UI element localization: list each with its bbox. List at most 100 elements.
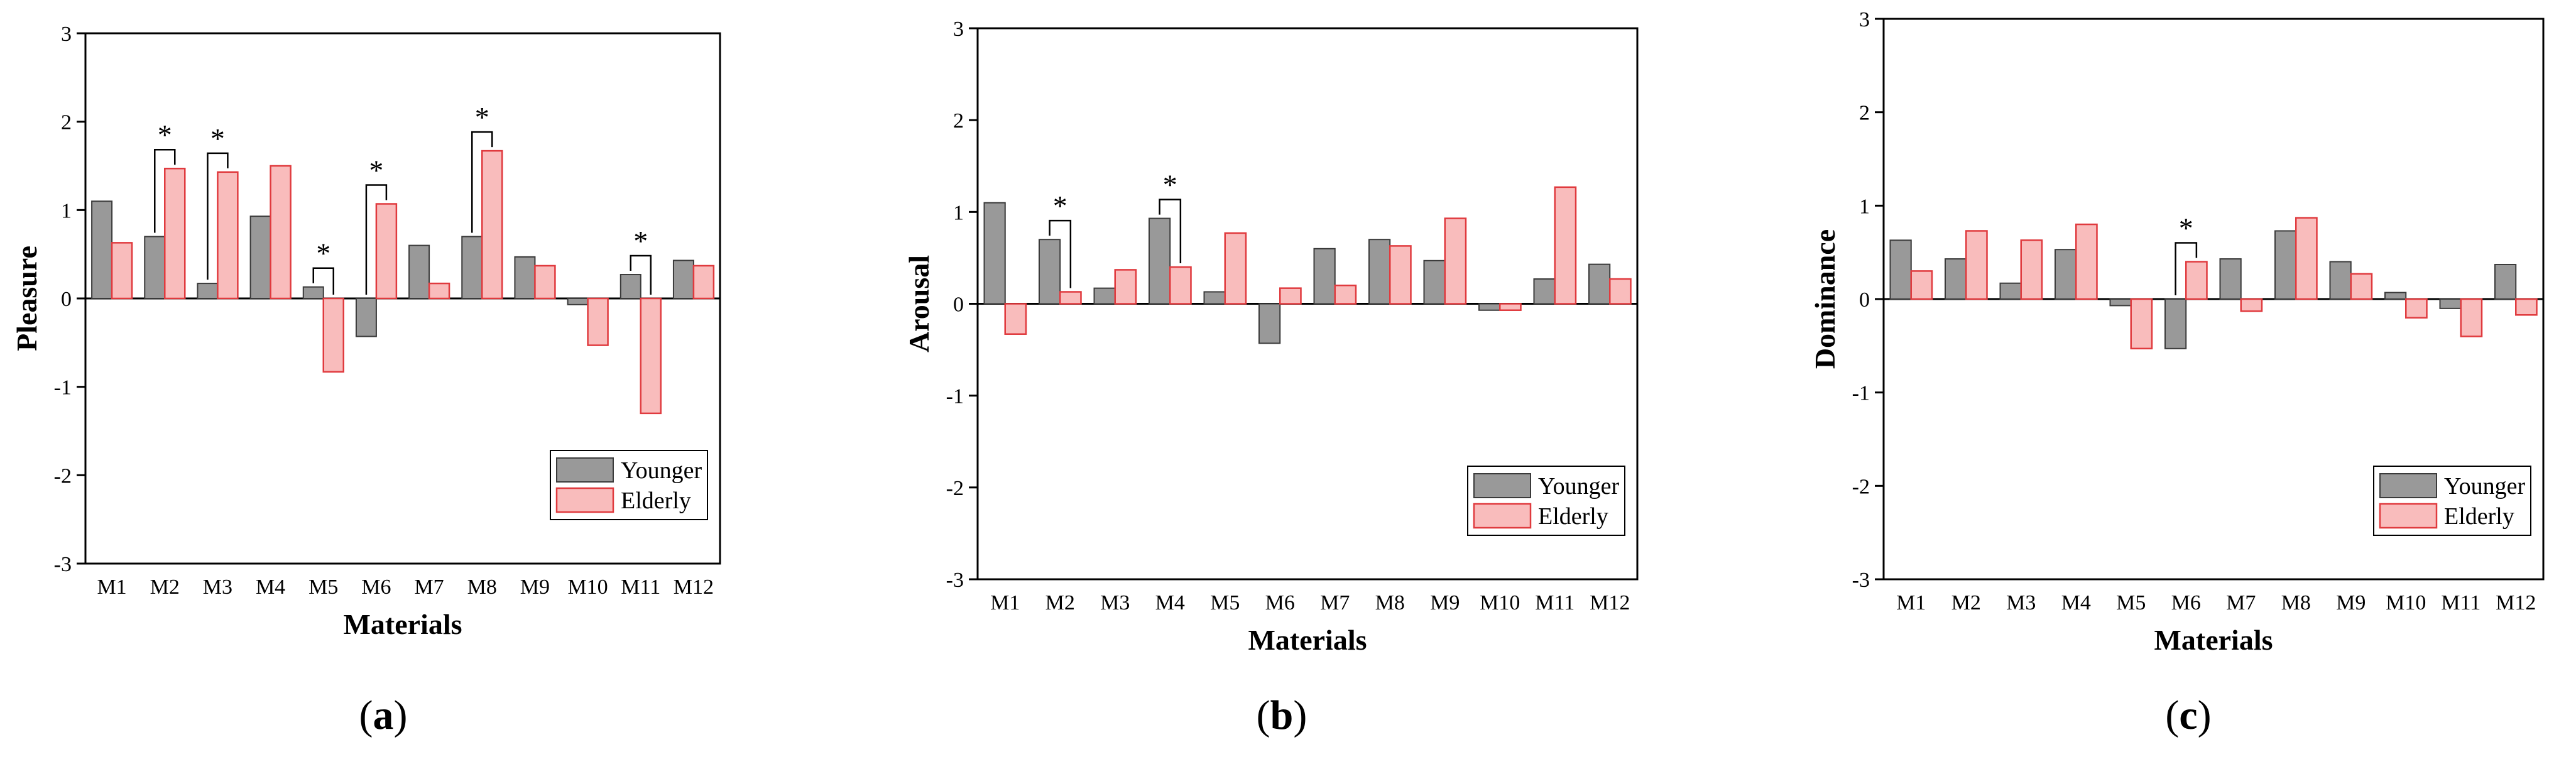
significance-bracket — [630, 254, 652, 295]
legend-swatch-elderly — [2379, 503, 2438, 529]
bar-younger-m1 — [983, 202, 1006, 305]
bar-elderly-m12 — [1609, 278, 1632, 305]
significance-star: * — [316, 237, 330, 270]
legend-swatch-younger — [1473, 473, 1531, 498]
x-tick-label: M4 — [256, 576, 285, 599]
x-tick-label: M3 — [203, 576, 232, 599]
y-tick-label: 0 — [953, 293, 964, 317]
x-tick-label: M8 — [1375, 591, 1405, 614]
bar-younger-m12 — [1588, 263, 1611, 305]
y-tick-label: -1 — [1852, 382, 1870, 405]
significance-bracket — [154, 148, 176, 233]
x-axis-title: Materials — [343, 608, 462, 640]
bar-elderly-m1 — [1004, 303, 1027, 335]
x-tick-label: M2 — [1045, 591, 1075, 614]
y-tick-label: 1 — [953, 201, 964, 224]
x-axis-title: Materials — [1248, 624, 1367, 656]
significance-star: * — [633, 225, 648, 257]
x-tick-label: M3 — [1100, 591, 1130, 614]
bar-elderly-m2 — [1965, 230, 1988, 300]
bar-younger-m3 — [1093, 287, 1116, 305]
y-tick-label: -1 — [54, 376, 72, 400]
significance-bracket — [207, 152, 229, 280]
bar-younger-m5 — [1203, 291, 1226, 305]
y-tick-label: 2 — [953, 109, 964, 133]
x-tick-label: M2 — [150, 576, 180, 599]
x-tick-label: M7 — [2226, 591, 2256, 614]
bar-younger-m10 — [1478, 303, 1501, 311]
bar-younger-m10 — [2384, 292, 2407, 300]
bar-elderly-m2 — [1059, 291, 1082, 305]
bar-younger-m8 — [1368, 239, 1391, 305]
x-tick-label: M10 — [1480, 591, 1520, 614]
bar-elderly-m9 — [534, 265, 556, 300]
x-tick-label: M1 — [97, 576, 126, 599]
bar-elderly-m12 — [692, 265, 715, 300]
bar-elderly-m3 — [1114, 269, 1137, 305]
legend-swatch-elderly — [1473, 503, 1532, 529]
bar-younger-m2 — [1039, 239, 1061, 305]
bar-elderly-m10 — [2405, 298, 2428, 319]
y-tick-label: 3 — [953, 18, 964, 41]
bar-elderly-m1 — [111, 242, 133, 300]
bar-younger-m4 — [2055, 249, 2077, 300]
x-tick-label: M11 — [621, 576, 660, 599]
bar-elderly-m8 — [2295, 217, 2318, 300]
bar-elderly-m3 — [2020, 239, 2043, 300]
bar-younger-m12 — [672, 259, 694, 300]
x-tick-label: M6 — [1265, 591, 1295, 614]
y-tick-label: -2 — [1852, 475, 1870, 498]
x-tick-label: M5 — [2116, 591, 2146, 614]
y-tick-label: 3 — [1859, 8, 1870, 31]
x-tick-label: M6 — [2171, 591, 2201, 614]
bar-younger-m11 — [619, 274, 641, 299]
bar-elderly-m7 — [2240, 298, 2263, 312]
y-tick-label: -1 — [946, 385, 964, 408]
significance-star: * — [475, 101, 489, 133]
bar-younger-m6 — [1258, 303, 1281, 344]
bar-younger-m4 — [249, 216, 271, 299]
chart-a: -3 -2 -1 0 1 2 3 M1 M2 M3 M4 M5 M6 M7 M8 M9 M10 M11 M12 * * *… — [11, 23, 721, 738]
bar-younger-m4 — [1149, 217, 1171, 305]
x-tick-label: M1 — [1896, 591, 1926, 614]
bar-elderly-m1 — [1910, 270, 1933, 300]
significance-star: * — [1053, 190, 1067, 222]
panel-caption: (b) — [1257, 692, 1307, 738]
significance-bracket — [471, 131, 493, 233]
bar-younger-m6 — [355, 298, 377, 337]
bar-younger-m6 — [2164, 298, 2187, 349]
x-tick-label: M2 — [1951, 591, 1981, 614]
y-tick-label: 1 — [61, 199, 72, 222]
x-tick-label: M11 — [2441, 591, 2480, 614]
x-tick-label: M10 — [567, 576, 608, 599]
bar-younger-m1 — [1889, 239, 1912, 300]
x-axis-title: Materials — [2154, 624, 2273, 656]
legend-swatch-elderly — [555, 487, 614, 513]
bar-younger-m5 — [302, 286, 324, 300]
panel-caption-letter: a — [373, 692, 394, 738]
bar-elderly-m11 — [1554, 186, 1577, 305]
bar-elderly-m4 — [1169, 266, 1192, 305]
x-tick-label: M7 — [1320, 591, 1350, 614]
panel-caption: (a) — [359, 692, 408, 738]
x-tick-label: M12 — [1590, 591, 1630, 614]
significance-star: * — [158, 119, 172, 151]
bar-younger-m2 — [1945, 258, 1967, 300]
y-tick-label: 1 — [1859, 195, 1870, 218]
x-tick-label: M7 — [414, 576, 444, 599]
y-axis-title: Pleasure — [11, 246, 43, 351]
bar-younger-m12 — [2494, 263, 2517, 300]
y-tick-label: -2 — [946, 477, 964, 500]
bar-younger-m1 — [91, 200, 113, 299]
bar-younger-m7 — [408, 244, 430, 300]
x-tick-label: M6 — [361, 576, 391, 599]
legend-label-elderly: Elderly — [621, 488, 691, 514]
bar-younger-m11 — [2439, 298, 2462, 309]
bar-elderly-m10 — [587, 297, 609, 346]
bar-younger-m7 — [1313, 248, 1336, 305]
bar-younger-m2 — [144, 236, 166, 299]
bar-younger-m8 — [461, 236, 483, 299]
bar-younger-m9 — [2329, 261, 2352, 300]
bar-elderly-m8 — [1389, 245, 1412, 305]
x-tick-label: M9 — [1430, 591, 1460, 614]
